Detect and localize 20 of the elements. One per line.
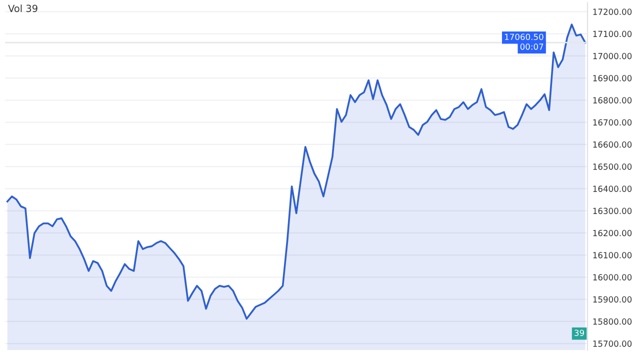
y-tick-label: 16800.00 [593,97,632,104]
y-tick-label: 16500.00 [593,164,632,170]
annotation: 39 [574,330,584,336]
y-tick-label: 17200.00 [593,8,632,15]
annotation: Vol 39 [8,4,38,12]
y-tick-label: 16300.00 [593,208,632,214]
y-tick-label: 15900.00 [593,296,632,303]
y-tick-label: 15700.00 [593,340,632,347]
y-tick-label: 16400.00 [593,186,632,192]
y-tick-label: 16600.00 [593,141,632,148]
y-tick-label: 17100.00 [593,30,632,38]
ref-line-label: 17060.50 [504,34,544,40]
y-tick-label: 16900.00 [593,75,632,82]
y-tick-label: 16700.00 [593,119,632,126]
y-tick-label: 16000.00 [593,274,632,280]
y-tick-label: 15800.00 [593,318,632,325]
y-tick-label: 17000.00 [593,52,632,60]
annotation: 00:07 [520,44,544,50]
y-tick-label: 16200.00 [593,230,632,236]
y-tick-label: 16100.00 [593,252,632,258]
